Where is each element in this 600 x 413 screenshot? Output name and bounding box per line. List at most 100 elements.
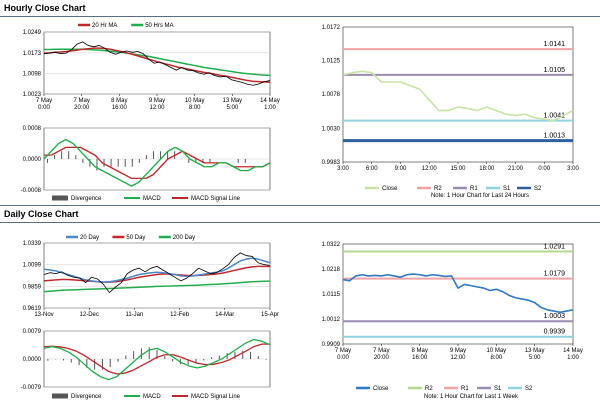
hourly-level-legend-label: Close: [382, 186, 398, 192]
hourly-level-legend-label: S1: [503, 186, 511, 192]
hourly-section-title: Hourly Close Chart: [4, 3, 86, 13]
hourly-ma-ytick-label: 1.0249: [23, 30, 42, 36]
hourly-level-ytick-label: 1.0030: [322, 126, 341, 132]
daily-ma-ytick-label: 0.9859: [23, 284, 42, 290]
daily-level-close-line: [342, 273, 574, 314]
daily-ma-ytick-label: 1.0339: [23, 241, 42, 247]
hourly-macd-ytick-label: -0.0008: [21, 188, 42, 194]
daily-level-frame: [342, 243, 574, 345]
hourly-macd-ytick-label: 0.0000: [23, 157, 42, 163]
daily-level-xtick-label: 13 May 5:00: [525, 348, 545, 361]
hourly-macd-legend-label: Divergence: [71, 196, 102, 202]
hourly-ma-legend-label: 50 Hrs MA: [145, 23, 173, 29]
hourly-level-xtick-label: 15:00: [450, 166, 466, 172]
daily-level-legend-label: R1: [461, 386, 469, 392]
daily-level-level-label: 1.0291: [544, 244, 566, 251]
daily-level-xtick-label: 10 May 8:00: [486, 348, 506, 361]
section-divider: [0, 205, 600, 206]
daily-ma-xtick-label: 12-Dec: [80, 312, 99, 318]
daily-macd-macd-line: [43, 338, 271, 381]
daily-ma-price-line: [43, 252, 271, 293]
hourly-ma-xtick-label: 7 May 20:00: [73, 98, 89, 111]
hourly-level-xtick-label: 18:00: [479, 166, 495, 172]
hourly-level-xtick-label: 21:00: [508, 166, 524, 172]
hourly-divider: [0, 16, 600, 17]
daily-level-ytick-label: 1.0115: [322, 292, 341, 298]
hourly-level-close-line: [342, 70, 574, 122]
hourly-ma-price-line: [43, 41, 271, 86]
daily-ma-xtick-label: 12-Feb: [170, 312, 190, 318]
daily-level-legend-label: S2: [525, 386, 533, 392]
hourly-level-xtick-label: 3:00: [567, 166, 579, 172]
hourly-level-note: Note: 1 Hour Chart for Last 24 Hours: [431, 193, 529, 199]
hourly-ma-xtick-label: 8 May 16:00: [111, 98, 127, 111]
hourly-level-legend-label: R2: [434, 186, 442, 192]
daily-level-legend-label: Close: [373, 386, 389, 392]
daily-macd-signal-line: [43, 343, 270, 375]
hourly-level-legend-label: R1: [470, 186, 478, 192]
hourly-ma-legend-label: 20 Hr MA: [92, 23, 117, 29]
hourly-level-level-label: 1.0141: [544, 41, 566, 48]
daily-level-level-label: 0.9939: [544, 329, 566, 336]
daily-level-ytick-label: 1.0322: [322, 242, 341, 248]
daily-macd-ytick-label: -0.0079: [21, 385, 42, 391]
daily-macd-ytick-label: 0.0079: [23, 329, 42, 335]
daily-level-legend-label: S1: [494, 386, 502, 392]
hourly-level-level-label: 1.0013: [544, 133, 566, 140]
daily-level-xtick-label: 9 May 12:00: [450, 348, 466, 361]
daily-level-level-label: 1.0003: [544, 313, 566, 320]
hourly-level-xtick-label: 3:00: [337, 166, 349, 172]
daily-level-ytick-label: 1.0012: [322, 317, 341, 323]
hourly-level-ytick-label: 1.0078: [322, 92, 341, 98]
daily-macd-legend-label: MACD Signal Line: [191, 394, 241, 400]
hourly-ma-xtick-label: 9 May 12:00: [149, 98, 165, 111]
hourly-ma-xtick-label: 13 May 5:00: [222, 98, 242, 111]
daily-ma-ma50-line: [43, 265, 271, 283]
hourly-level-xtick-label: 6:00: [366, 166, 378, 172]
hourly-level-xtick-label: 9:00: [395, 166, 407, 172]
hourly-level-xtick-label: 0:00: [538, 166, 550, 172]
hourly-ma-xtick-label: 14 May 1:00: [260, 98, 280, 111]
hourly-ma-xtick-label: 10 May 8:00: [185, 98, 205, 111]
hourly-level-ytick-label: 1.0172: [322, 25, 341, 31]
hourly-level-xtick-label: 12:00: [422, 166, 438, 172]
daily-ma-legend-label: 50 Day: [126, 235, 145, 241]
daily-level-ytick-label: 1.0218: [322, 267, 341, 273]
hourly-macd-macd-line: [43, 138, 271, 187]
hourly-level-ytick-label: 0.9983: [322, 160, 341, 166]
hourly-macd-ytick-label: 0.0008: [23, 126, 42, 132]
hourly-macd-legend-label: MACD: [143, 196, 161, 202]
hourly-level-legend-label: S2: [534, 186, 542, 192]
daily-ma-xtick-label: 14-Mar: [215, 312, 234, 318]
hourly-ma-ytick-label: 1.0023: [23, 92, 42, 98]
daily-ma-ma200-line: [43, 280, 271, 293]
daily-ma-xtick-label: 13-Nov: [34, 312, 53, 318]
hourly-level-level-label: 1.0105: [544, 67, 566, 74]
hourly-ma-ytick-label: 1.0098: [23, 71, 42, 77]
hourly-ma-xtick-label: 7 May 0:00: [36, 98, 52, 111]
daily-ma-ytick-label: 0.9619: [23, 306, 42, 312]
daily-divider: [0, 222, 600, 223]
daily-macd-ytick-label: 0.0000: [23, 357, 42, 363]
daily-ma-legend-label: 20 Day: [80, 235, 99, 241]
hourly-level-level-label: 1.0041: [544, 113, 566, 120]
hourly-level-ytick-label: 1.0125: [322, 59, 341, 65]
daily-section-title: Daily Close Chart: [4, 209, 79, 219]
daily-ma-xtick-label: 15-Apr: [261, 312, 279, 318]
daily-level-xtick-label: 8 May 16:00: [411, 348, 427, 361]
daily-level-note: Note: 1 Hour Chart for Last 1 Week: [424, 394, 519, 400]
daily-ma-legend-label: 200 Day: [173, 235, 195, 241]
daily-macd-legend-label: Divergence: [71, 394, 102, 400]
hourly-ma-ma20-line: [43, 47, 271, 83]
daily-level-xtick-label: 7 May 0:00: [335, 348, 351, 361]
daily-level-legend-label: R2: [425, 386, 433, 392]
daily-ma-xtick-label: 11-Jan: [125, 312, 143, 318]
hourly-macd-legend-label: MACD Signal Line: [191, 196, 241, 202]
daily-level-xtick-label: 7 May 20:00: [373, 348, 389, 361]
daily-ma-ytick-label: 1.0099: [23, 263, 42, 269]
daily-ma-ma20-line: [43, 257, 271, 283]
daily-level-ytick-label: 0.9909: [322, 342, 341, 348]
daily-ma-frame: [43, 242, 271, 309]
daily-level-xtick-label: 14 May 1:00: [563, 348, 583, 361]
